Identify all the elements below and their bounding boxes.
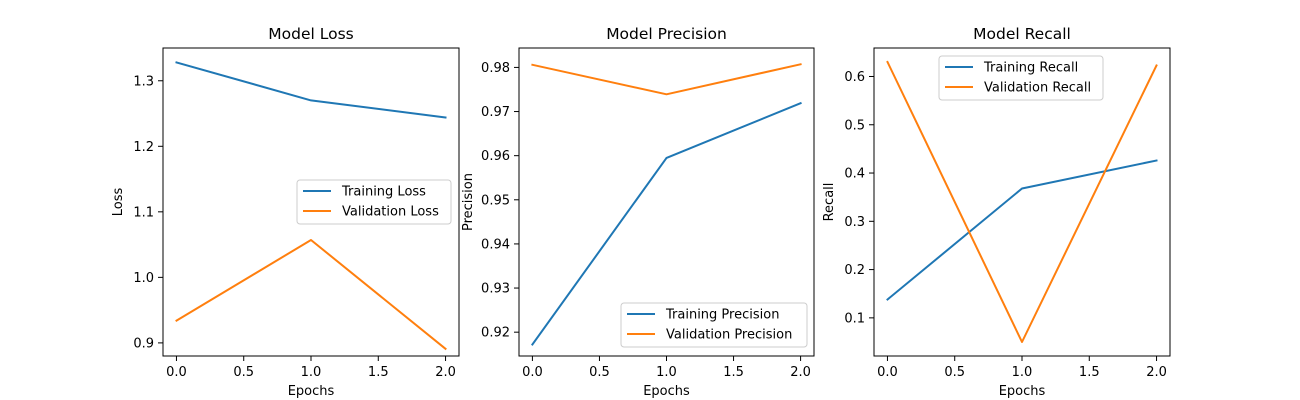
chart-title: Model Loss (268, 25, 353, 43)
x-tick-label: 1.0 (1012, 365, 1033, 380)
y-tick-label: 0.93 (481, 282, 510, 297)
x-tick-label: 1.0 (301, 365, 322, 380)
x-tick-label: 1.5 (368, 365, 389, 380)
series-line-2-0 (886, 159, 1158, 301)
legend-box (296, 179, 452, 225)
x-tick-label: 1.5 (723, 365, 744, 380)
legend-label: Validation Loss (342, 205, 439, 220)
x-tick-label: 0.0 (166, 365, 187, 380)
series-line-0-1 (175, 239, 447, 351)
x-tick-label: 2.0 (1146, 365, 1167, 380)
x-tick-label: 1.0 (656, 365, 677, 380)
legend: Training Loss Validation Loss (296, 179, 452, 225)
y-tick-label: 1.2 (133, 140, 154, 155)
y-axis-label: Recall (822, 183, 837, 222)
y-tick-label: 0.3 (844, 215, 865, 230)
y-tick-label: 0.2 (844, 263, 865, 278)
x-tick-label: 2.0 (790, 365, 811, 380)
series-line-2-1 (886, 60, 1158, 343)
x-tick-label: 2.0 (435, 365, 456, 380)
series-line-1-1 (531, 63, 802, 96)
y-tick-label: 0.4 (844, 167, 865, 182)
chart-panel-0: 0.0 0.5 1.0 1.5 2.0 0.9 1.0 1.1 1.2 1.3 Model Loss… (111, 25, 460, 399)
legend-box (938, 55, 1104, 101)
y-tick-label: 0.1 (844, 311, 865, 326)
x-tick-label: 0.5 (589, 365, 610, 380)
y-tick-label: 1.0 (133, 271, 154, 286)
y-tick-label: 0.9 (133, 336, 154, 351)
y-tick-label: 0.92 (481, 326, 510, 341)
legend-label: Training Precision (665, 308, 779, 323)
y-tick-label: 1.1 (133, 205, 154, 220)
y-tick-label: 0.96 (481, 149, 510, 164)
x-tick-label: 0.5 (233, 365, 254, 380)
chart-panel-1: 0.0 0.5 1.0 1.5 2.0 0.92 0.93 0.94 0.95 0.96 0.97 0… (461, 25, 815, 399)
chart-title: Model Recall (973, 25, 1071, 43)
y-axis-label: Precision (461, 173, 476, 231)
x-tick-label: 0.0 (522, 365, 543, 380)
chart-panel-2: 0.0 0.5 1.0 1.5 2.0 0.1 0.2 0.3 0.4 0.5 0.6 Model R… (822, 25, 1171, 399)
legend-box (620, 302, 808, 348)
y-tick-label: 0.5 (844, 118, 865, 133)
legend-label: Training Recall (983, 61, 1078, 76)
chart-title: Model Precision (606, 25, 727, 43)
y-axis-label: Loss (111, 188, 126, 217)
legend-label: Validation Recall (984, 81, 1091, 96)
legend: Training Recall Validation Recall (938, 55, 1104, 101)
x-axis-label: Epochs (999, 384, 1046, 399)
x-axis-label: Epochs (643, 384, 690, 399)
y-tick-label: 0.97 (481, 105, 510, 120)
y-tick-label: 0.94 (481, 237, 510, 252)
x-tick-label: 0.5 (944, 365, 965, 380)
x-tick-label: 0.0 (877, 365, 898, 380)
series-line-0-0 (175, 61, 447, 119)
legend-label: Training Loss (341, 185, 426, 200)
series-line-1-0 (531, 101, 802, 346)
y-tick-label: 0.6 (844, 70, 865, 85)
x-tick-label: 1.5 (1079, 365, 1100, 380)
y-tick-label: 0.95 (481, 193, 510, 208)
y-tick-label: 0.98 (481, 61, 510, 76)
legend: Training Precision Validation Precision (620, 302, 808, 348)
x-axis-label: Epochs (288, 384, 335, 399)
legend-label: Validation Precision (666, 328, 792, 343)
y-tick-label: 1.3 (133, 74, 154, 89)
